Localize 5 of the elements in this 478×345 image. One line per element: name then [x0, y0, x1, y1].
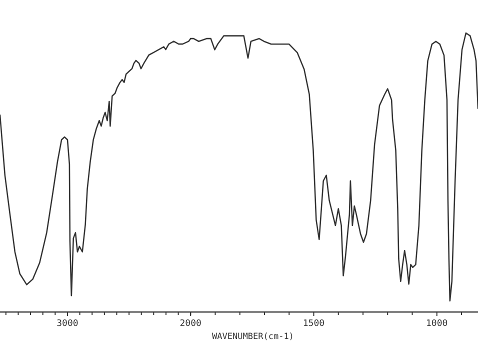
x-axis-title: WAVENUMBER(cm-1) [212, 332, 294, 342]
x-tick-label: 1500 [302, 319, 325, 329]
x-tick-label: 2000 [180, 319, 202, 329]
x-tick-label: 3000 [56, 319, 78, 329]
x-tick-label: 1000 [426, 319, 448, 329]
